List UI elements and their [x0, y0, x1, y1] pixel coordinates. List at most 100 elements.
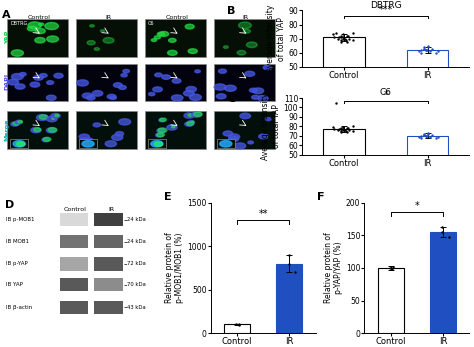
FancyBboxPatch shape [94, 213, 123, 226]
Circle shape [80, 138, 86, 141]
Circle shape [55, 114, 59, 117]
FancyBboxPatch shape [76, 19, 137, 57]
Bar [323, 129, 365, 202]
Circle shape [39, 23, 44, 26]
Circle shape [183, 91, 194, 96]
Point [335, 126, 343, 132]
Circle shape [158, 128, 167, 133]
Point [435, 49, 442, 54]
Text: 24 kDa: 24 kDa [128, 239, 146, 244]
Circle shape [94, 48, 100, 50]
Circle shape [151, 39, 156, 42]
Point [334, 36, 342, 41]
Point [337, 33, 345, 39]
FancyBboxPatch shape [60, 278, 88, 291]
FancyBboxPatch shape [145, 111, 206, 149]
Text: IR: IR [105, 15, 111, 20]
Circle shape [185, 24, 194, 29]
Point [285, 261, 292, 266]
Point [424, 133, 431, 138]
Point [438, 225, 446, 230]
Y-axis label: Relative protein of
p-MOB1/MOB1 (%): Relative protein of p-MOB1/MOB1 (%) [165, 232, 184, 303]
Circle shape [155, 36, 161, 39]
Text: DAPI: DAPI [5, 73, 10, 90]
Circle shape [154, 142, 163, 146]
Point [426, 134, 434, 139]
FancyBboxPatch shape [214, 19, 275, 57]
Bar [276, 263, 302, 333]
FancyBboxPatch shape [214, 111, 275, 149]
Text: ***: *** [379, 6, 393, 16]
FancyBboxPatch shape [214, 64, 275, 101]
Point [432, 135, 440, 141]
Circle shape [39, 115, 48, 119]
Bar [407, 50, 448, 138]
Circle shape [195, 70, 201, 73]
Point [332, 100, 339, 105]
Point [428, 132, 436, 137]
Circle shape [191, 121, 194, 122]
Text: 43 kDa: 43 kDa [128, 305, 146, 310]
Point [339, 32, 346, 37]
Circle shape [188, 49, 197, 53]
Circle shape [234, 143, 246, 149]
Point [337, 125, 345, 131]
Circle shape [118, 119, 131, 125]
FancyBboxPatch shape [8, 64, 68, 101]
Circle shape [219, 69, 227, 73]
Point [424, 43, 432, 49]
Circle shape [103, 37, 114, 43]
Point [332, 30, 339, 36]
Circle shape [185, 122, 193, 126]
Point [337, 129, 345, 135]
FancyBboxPatch shape [8, 19, 68, 57]
Point [424, 44, 432, 50]
FancyBboxPatch shape [79, 139, 97, 148]
FancyBboxPatch shape [60, 235, 88, 248]
Bar [430, 232, 456, 333]
Circle shape [82, 93, 92, 99]
Point [334, 127, 342, 133]
FancyBboxPatch shape [148, 139, 166, 148]
FancyBboxPatch shape [60, 301, 88, 314]
Circle shape [42, 138, 49, 142]
Circle shape [265, 118, 271, 121]
Point [420, 46, 428, 51]
Point [329, 32, 337, 37]
Text: Control: Control [64, 206, 87, 212]
Title: C6: C6 [380, 88, 392, 97]
Circle shape [223, 46, 228, 48]
FancyBboxPatch shape [8, 111, 68, 149]
Point [343, 129, 351, 135]
Point [329, 125, 337, 130]
Circle shape [151, 141, 163, 147]
Point [349, 30, 357, 36]
Circle shape [123, 69, 129, 73]
Circle shape [19, 73, 26, 76]
Circle shape [246, 42, 257, 48]
Circle shape [15, 120, 22, 124]
FancyBboxPatch shape [76, 64, 137, 101]
Circle shape [253, 88, 264, 94]
Circle shape [168, 50, 177, 55]
Point [422, 133, 429, 138]
Point [428, 46, 436, 51]
Circle shape [112, 134, 123, 140]
Point [344, 33, 352, 39]
Point [426, 49, 434, 54]
Point [420, 132, 428, 137]
Circle shape [36, 115, 48, 120]
Circle shape [188, 120, 194, 124]
Circle shape [194, 112, 202, 116]
Point [233, 322, 240, 327]
Circle shape [172, 78, 181, 83]
Point [420, 131, 428, 137]
Text: Merge: Merge [5, 118, 10, 141]
Point [418, 50, 425, 56]
FancyBboxPatch shape [94, 257, 123, 271]
Point [344, 125, 351, 131]
Point [432, 50, 440, 56]
Circle shape [259, 134, 268, 139]
Text: DBTRG: DBTRG [10, 20, 27, 25]
Point [420, 44, 428, 50]
